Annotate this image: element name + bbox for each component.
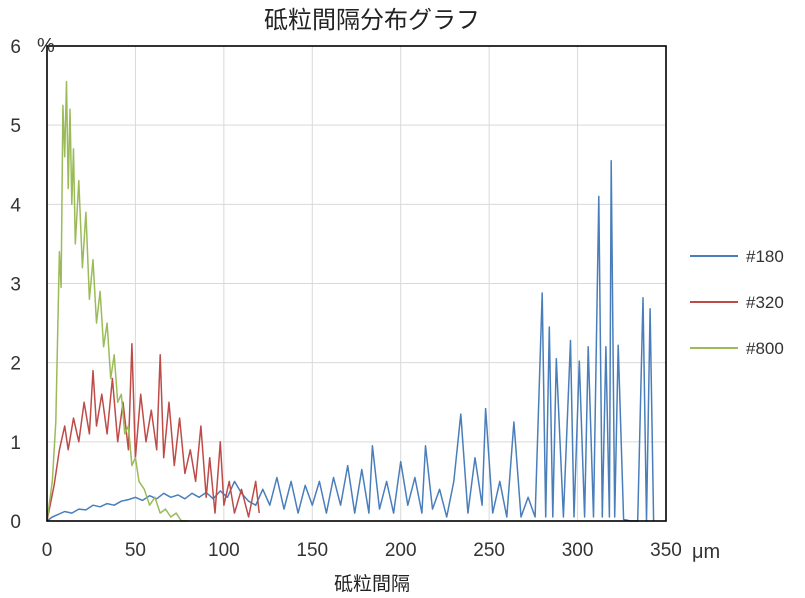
series-line-800 (46, 80, 189, 522)
y-tick-label-2: 2 (10, 354, 21, 375)
x-tick-label-150: 150 (296, 540, 328, 561)
x-tick-label-0: 0 (42, 540, 53, 561)
y-tick-label-3: 3 (10, 275, 21, 296)
y-unit-label: % (37, 35, 55, 57)
y-tick-label-4: 4 (10, 195, 21, 216)
x-unit-label: μm (692, 541, 720, 563)
legend-label-180: #180 (746, 247, 784, 266)
x-tick-label-100: 100 (208, 540, 240, 561)
legend: #180 #320 #800 (690, 247, 784, 358)
y-tick-label-1: 1 (10, 433, 21, 454)
x-tick-label-50: 50 (125, 540, 146, 561)
y-tick-label-0: 0 (10, 512, 21, 533)
x-tick-label-300: 300 (562, 540, 594, 561)
legend-label-800: #800 (746, 339, 784, 358)
series-layer (46, 80, 655, 522)
x-tick-label-350: 350 (650, 540, 682, 561)
x-axis-label: 砥粒間隔 (334, 573, 410, 595)
x-tick-label-250: 250 (473, 540, 505, 561)
tick-layer: 0 50 100 150 200 250 300 350 0 1 2 3 4 5 6 (10, 37, 681, 561)
series-line-180 (46, 160, 655, 522)
grid-layer (47, 46, 666, 521)
y-tick-label-5: 5 (10, 116, 21, 137)
plot-frame (46, 45, 667, 522)
x-tick-label-200: 200 (385, 540, 417, 561)
chart-title: 砥粒間隔分布グラフ (264, 6, 480, 34)
series-line-320 (46, 342, 260, 522)
y-tick-label-6: 6 (10, 37, 21, 58)
legend-label-320: #320 (746, 293, 784, 312)
